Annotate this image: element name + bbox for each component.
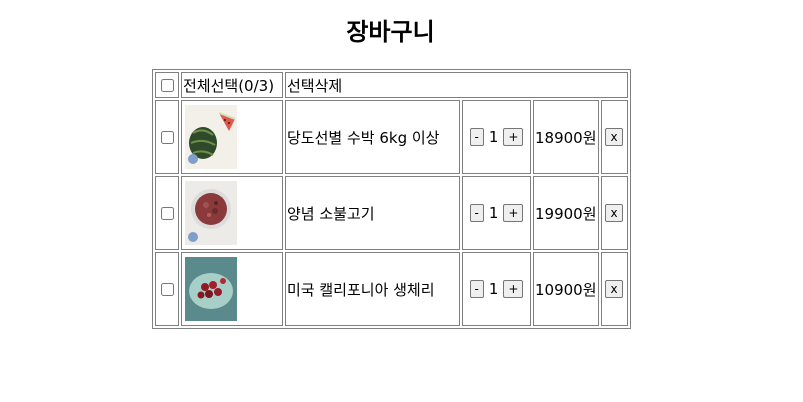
delete-selected-button[interactable]: 선택삭제: [285, 72, 628, 98]
bulgogi-image: [185, 181, 237, 245]
remove-item-button[interactable]: x: [605, 128, 623, 147]
quantity-value: 1: [488, 128, 499, 147]
select-all-checkbox[interactable]: [160, 79, 174, 92]
decrease-quantity-button[interactable]: -: [469, 128, 484, 147]
quantity-stepper: -1 +: [462, 176, 531, 250]
cart-item-row: 미국 캘리포니아 생체리 -1 + 10900원 x: [155, 252, 628, 326]
cart-header-row: 전체선택(0/3) 선택삭제: [155, 72, 628, 98]
item-name: 당도선별 수박 6kg 이상: [285, 100, 460, 174]
item-price: 19900원: [533, 176, 599, 250]
quantity-value: 1: [488, 204, 499, 223]
increase-quantity-button[interactable]: +: [503, 128, 524, 147]
remove-item-button[interactable]: x: [605, 280, 623, 299]
remove-item-button[interactable]: x: [605, 204, 623, 223]
watermelon-image: [185, 105, 237, 169]
increase-quantity-button[interactable]: +: [503, 280, 524, 299]
item-checkbox[interactable]: [160, 131, 174, 144]
quantity-value: 1: [488, 280, 499, 299]
cherry-image: [185, 257, 237, 321]
item-price: 18900원: [533, 100, 599, 174]
cart-table: 전체선택(0/3) 선택삭제 당도선별 수박 6kg 이상 -1 + 18900원: [152, 69, 631, 329]
select-all-cell: [155, 72, 179, 98]
decrease-quantity-button[interactable]: -: [469, 280, 484, 299]
item-checkbox[interactable]: [160, 283, 174, 296]
item-name: 양념 소불고기: [285, 176, 460, 250]
cart-item-row: 양념 소불고기 -1 + 19900원 x: [155, 176, 628, 250]
item-price: 10900원: [533, 252, 599, 326]
item-checkbox[interactable]: [160, 207, 174, 220]
quantity-stepper: -1 +: [462, 100, 531, 174]
cart-item-row: 당도선별 수박 6kg 이상 -1 + 18900원 x: [155, 100, 628, 174]
decrease-quantity-button[interactable]: -: [469, 204, 484, 223]
quantity-stepper: -1 +: [462, 252, 531, 326]
increase-quantity-button[interactable]: +: [503, 204, 524, 223]
item-name: 미국 캘리포니아 생체리: [285, 252, 460, 326]
page-title: 장바구니: [346, 18, 435, 46]
select-all-label: 전체선택(0/3): [181, 72, 283, 98]
